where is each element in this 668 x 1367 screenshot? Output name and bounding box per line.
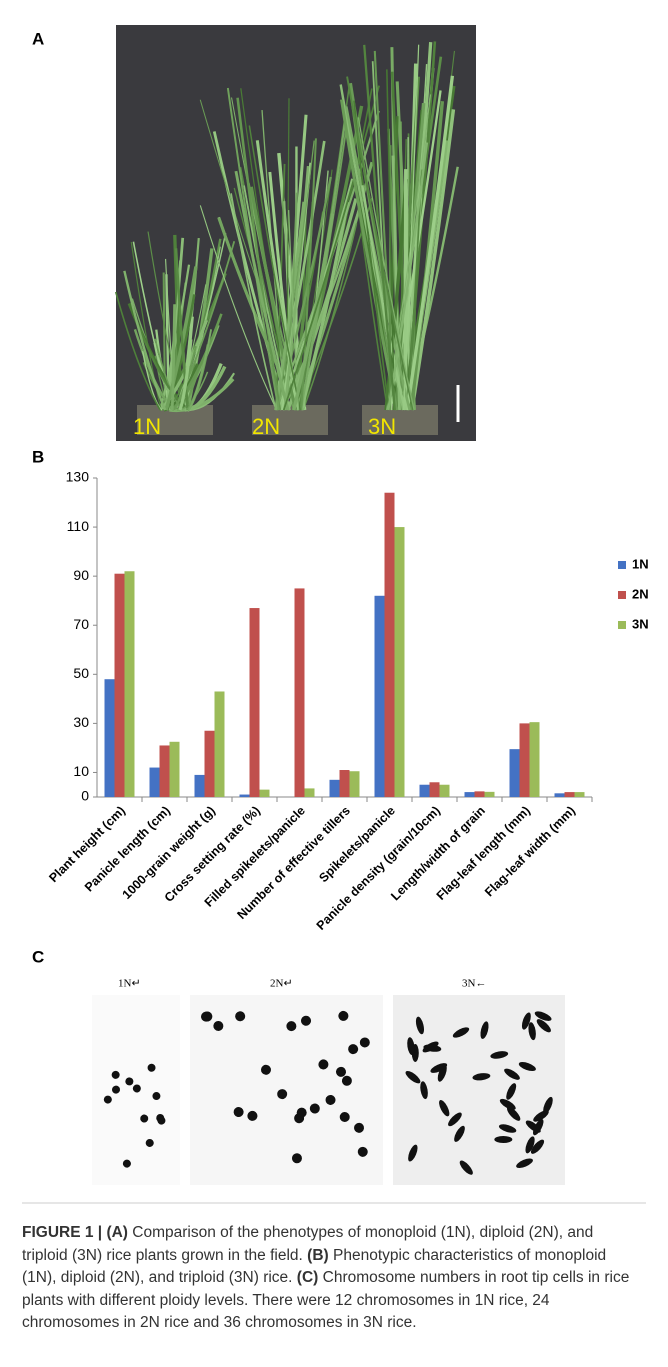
- x-tick-label: Panicle length (cm): [82, 804, 173, 895]
- cell-label: 1N↵: [118, 978, 141, 990]
- bar: [440, 785, 450, 797]
- bar: [260, 790, 270, 797]
- bar: [465, 792, 475, 797]
- caption-tag: (B): [307, 1247, 329, 1264]
- y-tick-label: 30: [73, 714, 89, 730]
- y-tick-label: 50: [73, 665, 89, 681]
- plant-label: 1N: [133, 414, 161, 439]
- y-tick-label: 0: [81, 788, 89, 804]
- bar: [385, 493, 395, 797]
- y-tick-label: 90: [73, 567, 89, 583]
- bar: [240, 795, 250, 797]
- bar: [375, 596, 385, 797]
- bar: [195, 775, 205, 797]
- caption-label: FIGURE 1 |: [22, 1224, 102, 1241]
- bar: [115, 574, 125, 797]
- bar: [215, 691, 225, 797]
- panel-label: B: [32, 447, 44, 466]
- x-tick-label: Spikelets/panicle: [316, 804, 398, 886]
- cell-label: 3N←: [462, 978, 486, 990]
- bar: [520, 723, 530, 797]
- y-tick-label: 10: [73, 763, 89, 779]
- y-tick-label: 70: [73, 616, 89, 632]
- plant-label: 2N: [252, 414, 280, 439]
- chromosome: [297, 1108, 307, 1118]
- caption: FIGURE 1 | (A) Comparison of the phenoty…: [22, 1222, 637, 1335]
- y-tick-label: 110: [67, 518, 90, 534]
- bar: [420, 785, 430, 797]
- page: A 1N 2N 3N B 0 10 30 50 70 90 110 130 Plant heig…: [0, 0, 668, 1367]
- y-tick-label: 130: [66, 469, 90, 485]
- bar: [565, 792, 575, 797]
- chart: 0 10 30 50 70 90 110 130 Plant height (cm)Panicl…: [46, 469, 648, 933]
- legend-label: 1N: [632, 556, 649, 571]
- bar: [475, 791, 485, 797]
- figure: A 1N 2N 3N B 0 10 30 50 70 90 110 130 Plant heig…: [0, 0, 668, 1367]
- chromosome: [494, 1136, 512, 1143]
- caption-tag: (A): [106, 1224, 128, 1241]
- bar: [395, 527, 405, 797]
- chromosome: [152, 1092, 160, 1100]
- bar: [305, 788, 315, 797]
- bar: [160, 745, 170, 797]
- bar: [510, 749, 520, 797]
- bar: [295, 588, 305, 797]
- panel-label: A: [32, 29, 44, 48]
- legend-swatch: [618, 591, 626, 599]
- bar: [330, 780, 340, 797]
- bar: [170, 742, 180, 797]
- cell-label: 2N↵: [270, 978, 293, 990]
- bar: [575, 792, 585, 797]
- bar: [555, 793, 565, 797]
- legend-swatch: [618, 621, 626, 629]
- chromosome: [104, 1096, 112, 1104]
- legend-label: 3N: [632, 616, 649, 631]
- panel-label: C: [32, 947, 44, 966]
- bar: [430, 782, 440, 797]
- legend-label: 2N: [632, 586, 649, 601]
- bar: [205, 731, 215, 797]
- bar: [150, 768, 160, 797]
- bar: [485, 792, 495, 797]
- bar: [105, 679, 115, 797]
- plant-label: 3N: [368, 414, 396, 439]
- x-tick-label: Flag-leaf width (mm): [482, 804, 578, 900]
- legend-swatch: [618, 561, 626, 569]
- bar: [125, 571, 135, 797]
- bar: [350, 771, 360, 797]
- bar: [340, 770, 350, 797]
- bar: [250, 608, 260, 797]
- bar: [530, 722, 540, 797]
- caption-tag: (C): [297, 1269, 319, 1286]
- x-tick-label: Plant height (cm): [46, 804, 128, 886]
